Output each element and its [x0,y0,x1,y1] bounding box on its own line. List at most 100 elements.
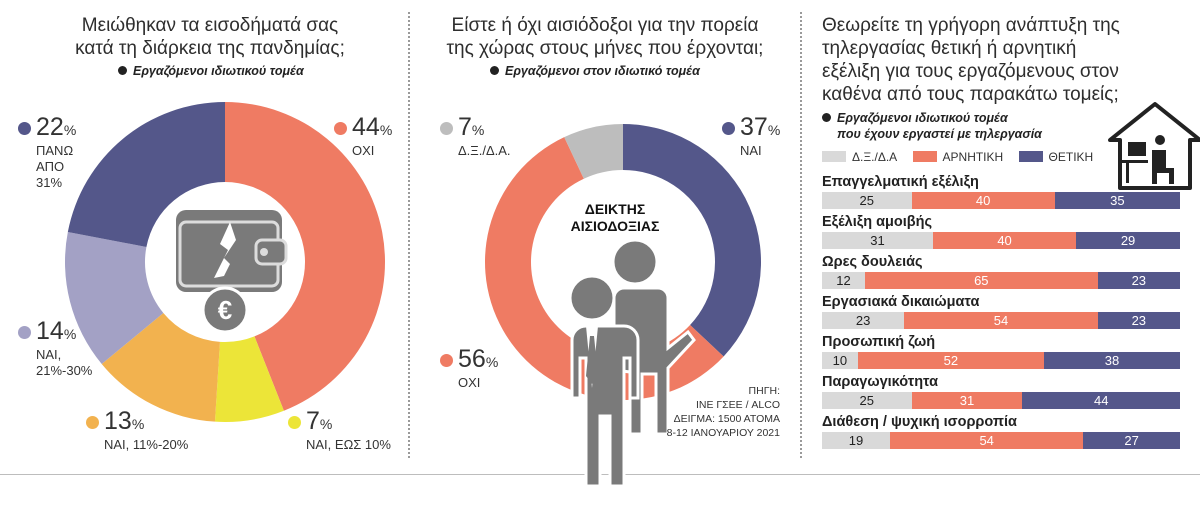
bar-segment-dk: 25 [822,192,912,209]
label-over31-line2: ΑΠΟ [36,159,65,174]
unit-upto10: % [319,416,333,432]
legend-item-negative: ΑΡΝΗΤΙΚΗ [912,150,1003,164]
label-dk: 7% Δ.Ξ./Δ.Α. [440,114,511,159]
optimism-slice-2 [564,124,623,179]
bar-segment-positive: 44 [1022,392,1180,409]
label-over31: 22% ΠΑΝΩ ΑΠΟ 31% [18,114,76,191]
legend-dot-yes [722,122,735,135]
bar-category-label: Ωρες δουλειάς [822,254,923,270]
legend-dot-over31 [18,122,31,135]
unit-yes11-20: % [131,416,145,432]
label-yes11-20-line1: ΝΑΙ, 11%-20% [104,437,189,452]
panel1-title-line2: κατά τη διάρκεια της πανδημίας; [75,38,345,59]
income-slice-2 [101,312,220,422]
bar-category-label: Επαγγελματική εξέλιξη [822,174,979,190]
value-dk: 7 [458,113,472,141]
label-upto10: 7% ΝΑΙ, ΕΩΣ 10% [288,408,391,453]
label-yes21-30-line1: ΝΑΙ, [36,347,62,362]
bar-segment-negative: 40 [932,232,1077,249]
panel2-subtitle-text: Εργαζόμενοι στον ιδιωτικό τομέα [505,64,700,78]
stacked-bar-row: 23 54 23 [822,312,1180,329]
bar-segment-dk: 12 [822,272,865,289]
legend-label-positive: ΘΕΤΙΚΗ [1048,150,1094,164]
label-yes11-20: 13% ΝΑΙ, 11%-20% [86,408,188,453]
label-over31-line3: 31% [36,175,63,190]
label-yes-optimism: 37% ΝΑΙ [722,114,780,159]
bar-segment-dk: 10 [822,352,858,369]
bar-segment-positive: 27 [1083,432,1180,449]
legend-dot-dk [440,122,453,135]
unit-no-income: % [379,122,393,138]
optimism-slice-0 [623,124,762,357]
bar-segment-positive: 38 [1043,352,1180,369]
stacked-bar-row: 31 40 29 [822,232,1180,249]
label-no-income: 44% ΟΧΙ [334,114,392,159]
label-upto10-line1: ΝΑΙ, ΕΩΣ 10% [306,437,391,452]
optimism-index-line2: ΑΙΣΙΟΔΟΞΙΑΣ [570,218,660,234]
stacked-bar-row: 25 31 44 [822,392,1180,409]
bullet-icon [822,113,831,122]
panel3-title: Θεωρείτε τη γρήγορη ανάπτυξη της τηλεργα… [822,15,1120,105]
panel2-title-line2: της χώρας στους μήνες που έρχονται; [446,38,764,59]
income-slice-1 [214,336,284,422]
value-no-income: 44 [352,113,380,141]
income-slice-0 [225,102,386,411]
bar-category-label: Προσωπική ζωή [822,334,936,350]
stacked-bar-row: 10 52 38 [822,352,1180,369]
stacked-bar-row: 25 40 35 [822,192,1180,209]
source-note: ΠΗΓΗ: ΙΝΕ ΓΣΕΕ / ALCO ΔΕΙΓΜΑ: 1500 ΑΤΟΜΑ… [667,384,780,440]
value-yes-optimism: 37 [740,113,768,141]
bar-segment-dk: 25 [822,392,912,409]
unit-dk: % [471,122,485,138]
optimism-slice-1 [485,137,724,400]
bar-segment-negative: 40 [911,192,1055,209]
bar-segment-positive: 35 [1054,192,1180,209]
label-yes21-30: 14% ΝΑΙ, 21%-30% [18,318,92,379]
bar-segment-negative: 65 [864,272,1098,289]
source-line4: 8-12 ΙΑΝΟΥΑΡΙΟΥ 2021 [666,427,780,439]
optimism-index-label: ΔΕΙΚΤΗΣ ΑΙΣΙΟΔΟΞΙΑΣ [560,201,670,235]
legend-item-positive: ΘΕΤΙΚΗ [1018,150,1094,164]
value-no-optimism: 56 [458,345,486,373]
bar-segment-dk: 19 [822,432,891,449]
label-yes-line1: ΝΑΙ [740,143,762,158]
legend-dot-yes11-20 [86,416,99,429]
panel1-title-line1: Μειώθηκαν τα εισοδήματά σας [81,15,339,36]
bar-segment-negative: 31 [911,392,1023,409]
bar-segment-positive: 23 [1097,272,1180,289]
stacked-bar-row: 19 54 27 [822,432,1180,449]
value-upto10: 7 [306,407,320,435]
panel-divider-left [408,12,410,458]
legend-label-dk: Δ.Ξ./Δ.Α [852,150,898,164]
label-yes21-30-line2: 21%-30% [36,363,93,378]
source-line3: ΔΕΙΓΜΑ: 1500 ΑΤΟΜΑ [673,413,780,425]
value-yes11-20: 13 [104,407,132,435]
value-over31: 22 [36,113,64,141]
bar-category-label: Εξέλιξη αμοιβής [822,214,933,230]
bar-segment-positive: 23 [1097,312,1180,329]
bar-segment-dk: 31 [822,232,933,249]
label-no-income-line1: ΟΧΙ [352,143,375,158]
unit-no-optimism: % [485,354,499,370]
unit-yes-optimism: % [767,122,781,138]
panel-divider-right [800,12,802,458]
label-no-optimism-line1: ΟΧΙ [458,375,481,390]
panel1-title: Μειώθηκαν τα εισοδήματά σας κατά τη διάρ… [40,14,380,60]
panel2-title: Είστε ή όχι αισιόδοξοι για την πορεία τη… [420,14,790,60]
panel2-title-line1: Είστε ή όχι αισιόδοξοι για την πορεία [451,15,759,36]
bar-category-label: Παραγωγικότητα [822,374,939,390]
source-line2: ΙΝΕ ΓΣΕΕ / ALCO [695,399,780,411]
panel3-subtitle-line1: Εργαζόμενοι ιδιωτικού τομέα [837,111,1008,125]
income-slice-4 [67,102,225,248]
bar-category-label: Διάθεση / ψυχική ισορροπία [822,414,1017,430]
stacked-bar-row: 12 65 23 [822,272,1180,289]
income-slice-3 [64,232,164,364]
bar-segment-negative: 52 [857,352,1044,369]
bullet-icon [490,66,499,75]
label-dk-line1: Δ.Ξ./Δ.Α. [458,143,511,158]
legend-item-dk: Δ.Ξ./Δ.Α [822,150,897,164]
value-yes21-30: 14 [36,317,64,345]
bullet-icon [118,66,127,75]
bar-segment-dk: 23 [822,312,905,329]
